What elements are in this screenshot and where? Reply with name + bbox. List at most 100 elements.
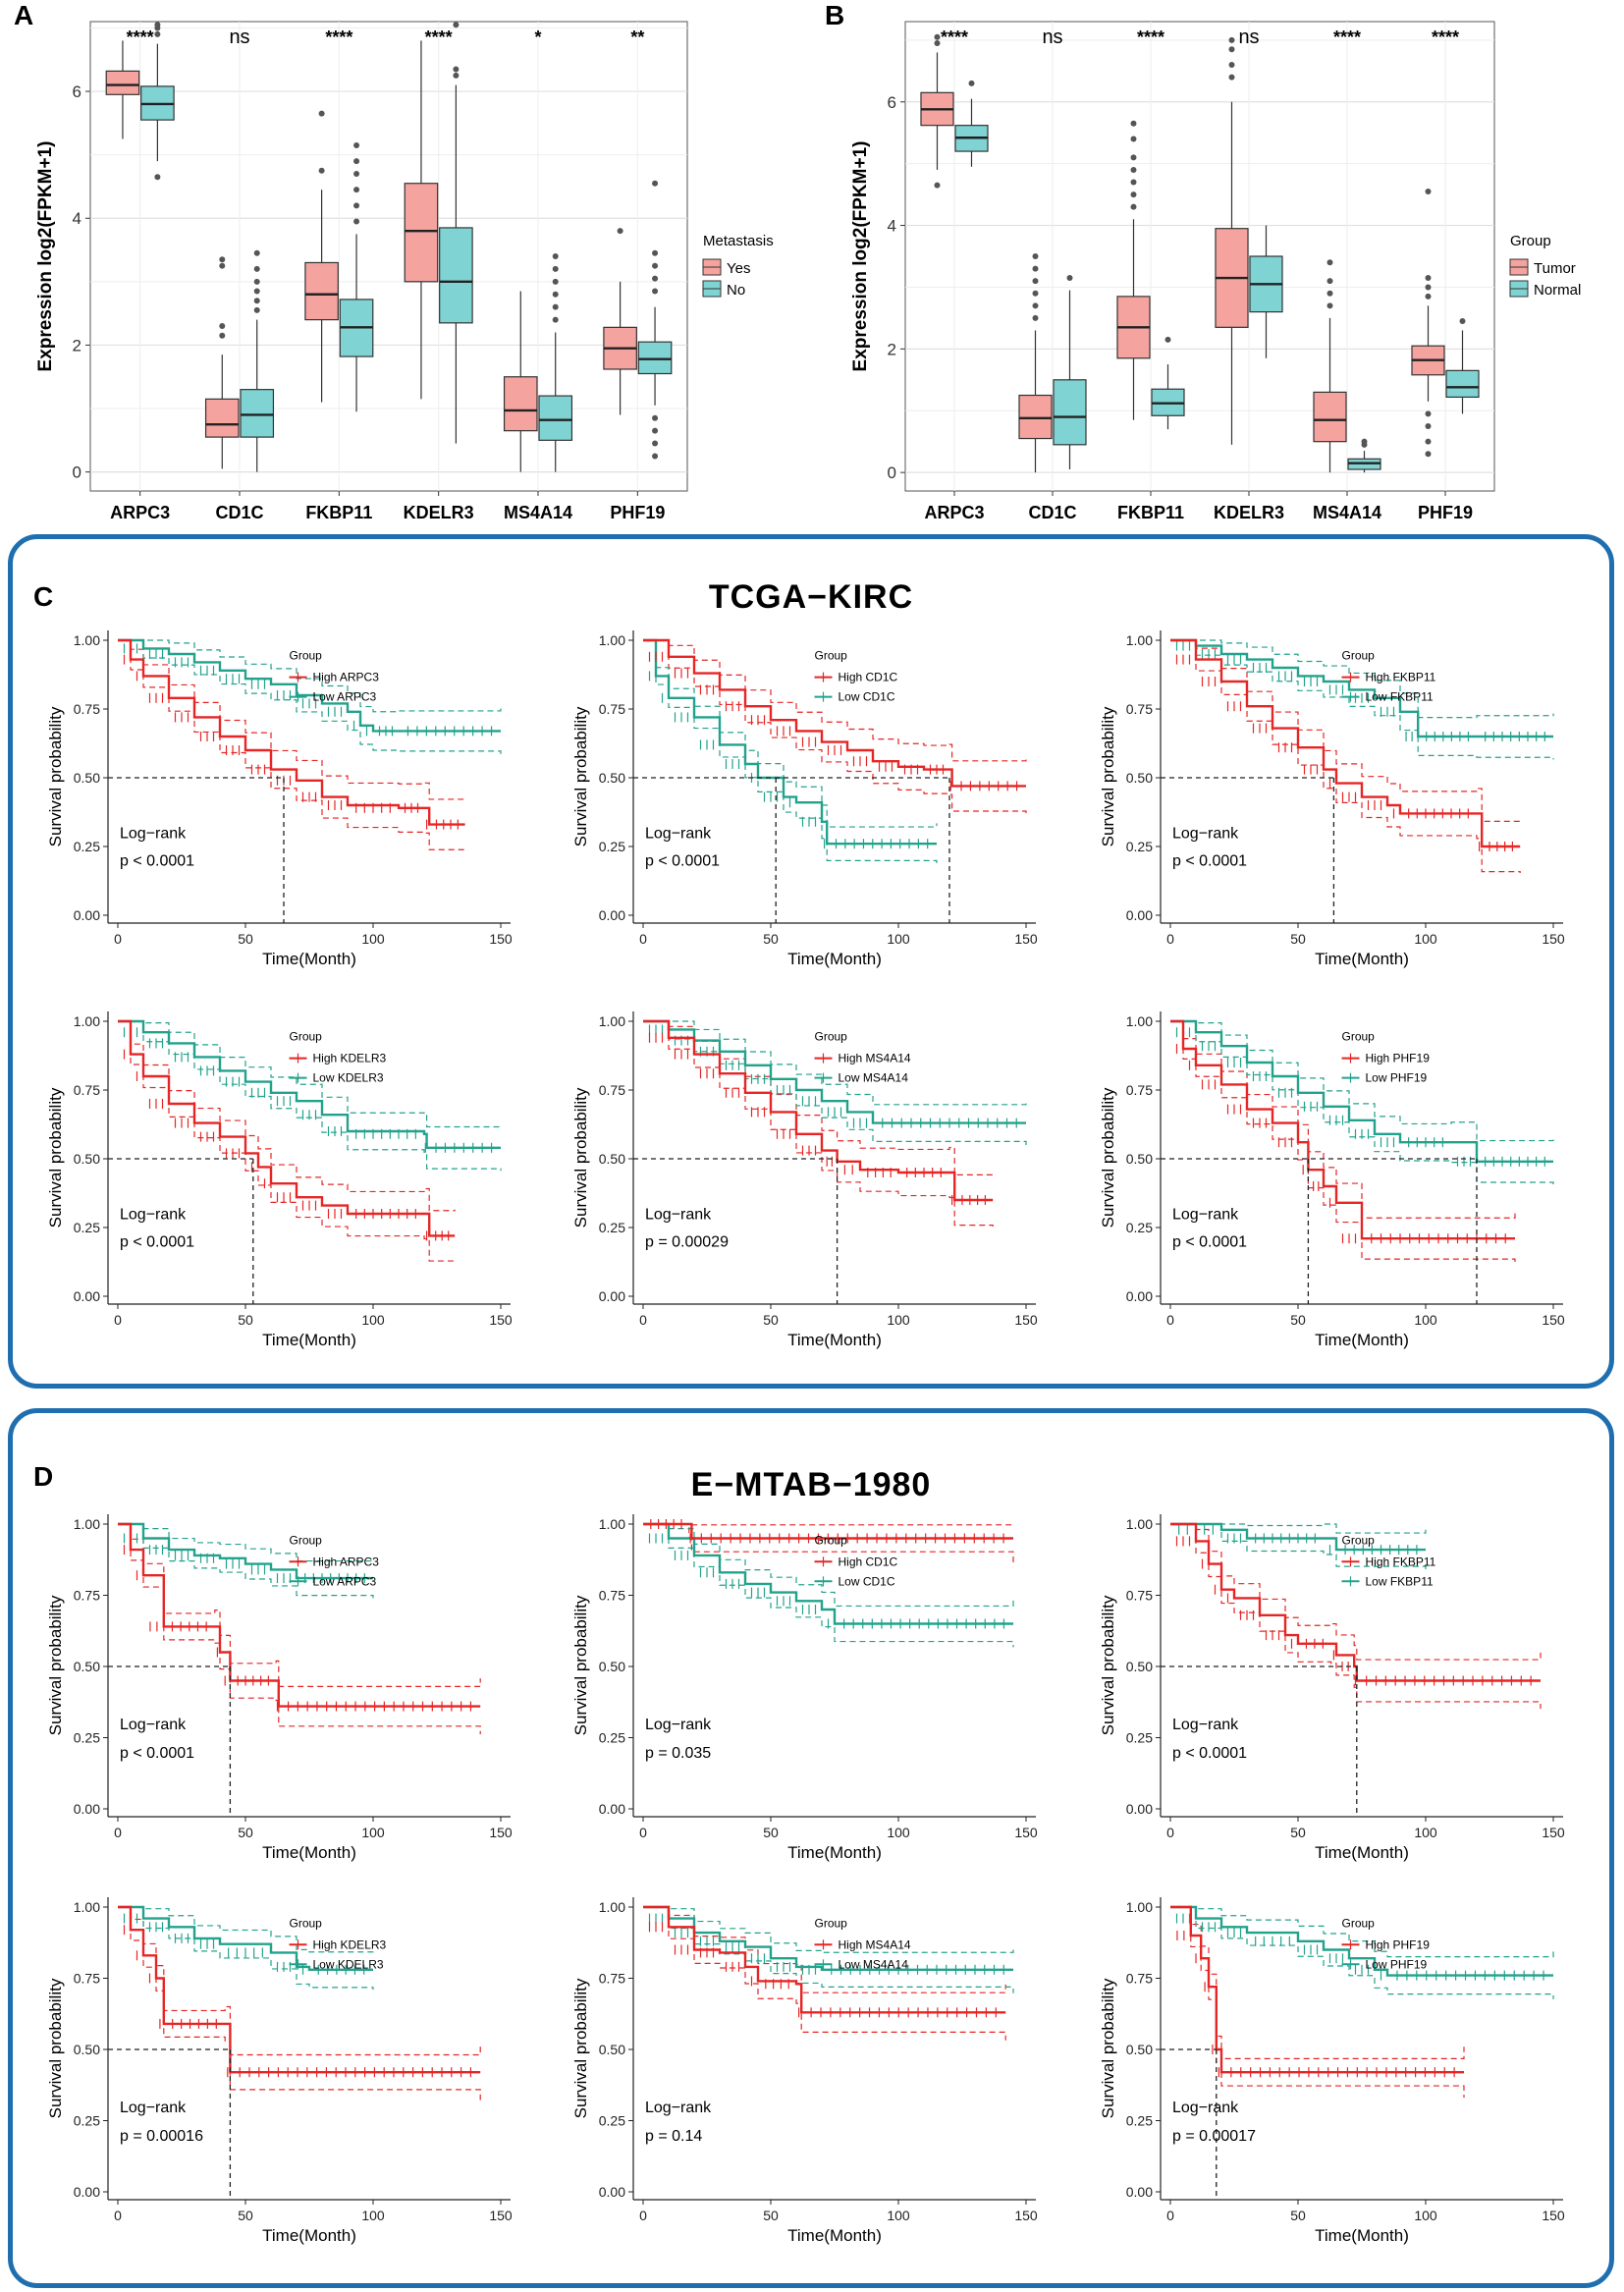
y-tick-label: 0.75 — [599, 701, 625, 717]
box-no — [439, 227, 473, 324]
legend-title: Group — [1342, 1533, 1376, 1547]
y-axis-label: Survival probability — [1099, 1087, 1117, 1228]
outlier-point — [219, 262, 226, 269]
x-tick-label: 50 — [763, 2208, 779, 2223]
legend-label-low: Low PHF19 — [1366, 1071, 1428, 1085]
x-tick-label: 150 — [1542, 1312, 1565, 1328]
y-tick-label: 0.75 — [74, 1971, 100, 1987]
survival-curve-high — [1170, 638, 1521, 848]
survival-curve-low — [1170, 1522, 1426, 1552]
y-tick-label: 2 — [888, 340, 896, 358]
survival-curve-high — [1170, 1019, 1515, 1240]
y-tick-label: 0.00 — [74, 907, 100, 923]
x-tick-label: 150 — [1014, 1825, 1038, 1840]
outlier-point — [253, 265, 260, 272]
significance-label: * — [534, 27, 541, 47]
legend-title: Group — [815, 649, 848, 663]
x-tick-label: 0 — [1166, 931, 1174, 947]
logrank-label: Log−rank — [120, 2100, 187, 2116]
legend-label-low: Low KDELR3 — [313, 1957, 384, 1971]
legend-title: Group — [1510, 233, 1551, 249]
y-tick-label: 0.25 — [599, 1730, 625, 1746]
x-tick-label: 100 — [887, 2208, 910, 2223]
ci-upper-low — [118, 1906, 374, 1953]
y-tick-label: 0.75 — [599, 1588, 625, 1604]
outlier-point — [1228, 74, 1235, 81]
box-tumor — [1018, 394, 1053, 440]
x-axis-label: Time(Month) — [787, 1331, 882, 1349]
p-value-label: p < 0.0001 — [645, 853, 720, 870]
box-yes — [404, 183, 439, 283]
outlier-point — [1459, 318, 1466, 325]
x-axis-label: Time(Month) — [787, 950, 882, 968]
x-axis-label: Time(Month) — [262, 2226, 356, 2245]
y-tick-label: 0.50 — [599, 770, 625, 786]
outlier-point — [1130, 179, 1137, 186]
y-tick-label: 0 — [888, 464, 896, 482]
outlier-point — [652, 453, 659, 460]
outlier-point — [1326, 259, 1333, 266]
ci-lower-high — [118, 639, 466, 851]
outlier-point — [1066, 275, 1073, 282]
x-tick-label: 0 — [639, 931, 647, 947]
y-tick-label: 4 — [73, 209, 81, 228]
y-axis-label: Survival probability — [46, 1978, 65, 2118]
y-axis-label: Survival probability — [1099, 1978, 1117, 2118]
ci-lower-high — [1170, 1523, 1542, 1710]
significance-label: ns — [1238, 27, 1259, 48]
x-tick-label: 0 — [1166, 2208, 1174, 2223]
ci-lower-high — [643, 1020, 994, 1228]
ci-upper-low — [1170, 1523, 1427, 1534]
outlier-point — [1326, 290, 1333, 297]
ci-upper-low — [643, 1906, 1014, 1953]
box-no — [240, 389, 275, 438]
survival-curve-low — [643, 638, 937, 846]
y-tick-label: 1.00 — [599, 632, 625, 648]
y-tick-label: 0.00 — [599, 1288, 625, 1304]
x-tick-label: 50 — [763, 1312, 779, 1328]
km-plot-tcga-arpc3: 0.00 0.25 0.50 0.75 1.00 0 50 100 150 Time(Month)… — [46, 630, 513, 968]
y-tick-label: 0.25 — [599, 2113, 625, 2129]
x-tick-label: 100 — [1414, 1312, 1437, 1328]
logrank-label: Log−rank — [120, 1207, 187, 1224]
y-tick-label: 0.25 — [599, 1220, 625, 1235]
y-tick-label: 0.75 — [1126, 1971, 1153, 1987]
y-tick-label: 0.75 — [1126, 701, 1153, 717]
outlier-point — [1164, 336, 1171, 343]
x-axis-label: Time(Month) — [262, 1843, 356, 1862]
legend-label-low: Low KDELR3 — [313, 1071, 384, 1085]
box-yes — [304, 261, 339, 321]
outlier-point — [453, 22, 460, 28]
outlier-point — [1032, 302, 1039, 309]
y-tick-label: 0.50 — [1126, 1151, 1153, 1167]
outlier-point — [1425, 275, 1432, 282]
x-axis-label: Time(Month) — [262, 1331, 356, 1349]
y-tick-label: 0.50 — [1126, 2042, 1153, 2057]
y-tick-label: 0.75 — [74, 1588, 100, 1604]
outlier-point — [552, 253, 559, 259]
survival-curve-high — [118, 1522, 481, 1708]
y-tick-label: 0.75 — [1126, 1082, 1153, 1098]
logrank-label: Log−rank — [645, 826, 712, 843]
emtab-1980-frame: E−MTAB−1980 — [8, 1408, 1614, 2288]
y-tick-label: 0.50 — [74, 1659, 100, 1674]
x-tick-label: 0 — [639, 2208, 647, 2223]
logrank-label: Log−rank — [645, 2100, 712, 2116]
y-tick-label: 0.25 — [1126, 1220, 1153, 1235]
significance-label: **** — [941, 27, 968, 47]
legend-label-low: Low FKBP11 — [1366, 1574, 1434, 1588]
ci-lower-high — [643, 1906, 1006, 2041]
p-value-label: p = 0.00016 — [120, 2128, 203, 2145]
outlier-point — [318, 110, 325, 117]
outlier-point — [617, 228, 623, 235]
outlier-point — [652, 440, 659, 447]
y-tick-label: 0.00 — [599, 2184, 625, 2200]
outlier-point — [219, 323, 226, 330]
km-plot-emtab-kdelr3: 0.00 0.25 0.50 0.75 1.00 0 50 100 150 Time(Month)… — [46, 1897, 513, 2245]
legend-label: Tumor — [1534, 260, 1576, 277]
box-yes — [105, 70, 140, 95]
legend-label-low: Low MS4A14 — [839, 1957, 909, 1971]
y-tick-label: 0 — [73, 464, 81, 482]
ci-upper-high — [118, 639, 466, 800]
y-tick-label: 0.00 — [599, 907, 625, 923]
